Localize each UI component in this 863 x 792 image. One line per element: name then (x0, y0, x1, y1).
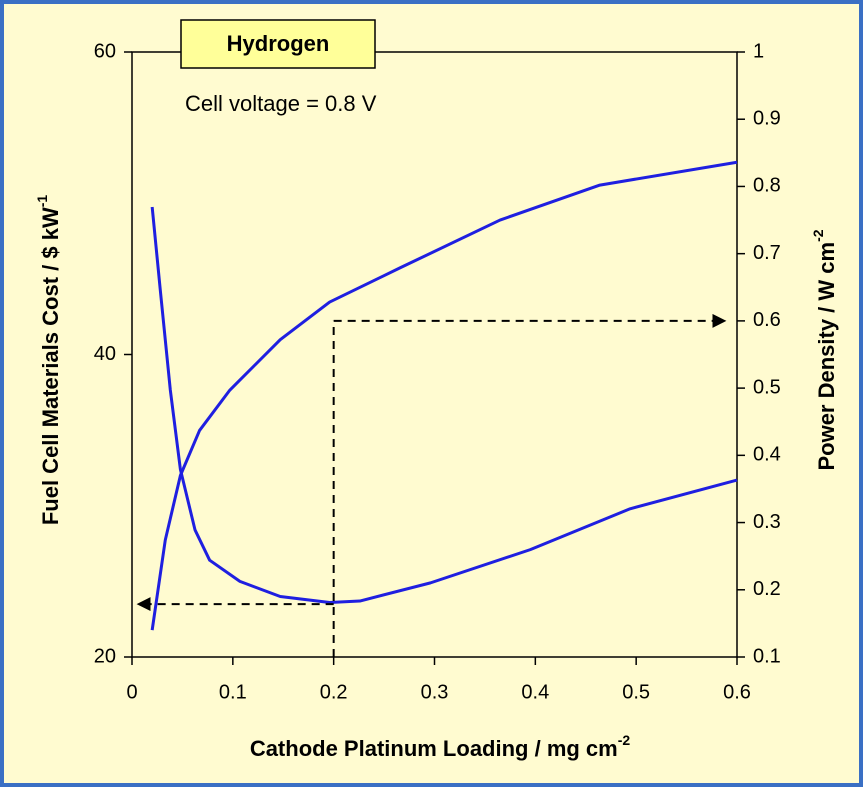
series-line (150, 160, 738, 631)
x-tick-label: 0.3 (421, 681, 449, 703)
x-tick-label: 0.6 (723, 681, 751, 703)
x-axis-label: Cathode Platinum Loading / mg cm-2 (250, 732, 631, 761)
x-tick-label: 0.4 (521, 681, 549, 703)
y2-tick-label: 0.4 (753, 444, 781, 466)
y-tick-label: 40 (94, 343, 116, 365)
x-tick-label: 0 (126, 681, 137, 703)
x-axis-label-sup: -2 (618, 732, 631, 748)
y2-tick-label: 0.5 (753, 376, 781, 398)
x-axis-label-text: Cathode Platinum Loading / mg cm (250, 736, 618, 761)
y2-tick-label: 0.8 (753, 175, 781, 197)
chart-title: Hydrogen (227, 31, 330, 56)
y2-axis-label-text: Power Density / W cm (814, 242, 839, 471)
y2-axis-label-sup: -2 (810, 229, 826, 242)
y2-tick-label: 0.9 (753, 108, 781, 130)
y2-tick-label: 1 (753, 40, 764, 62)
y2-tick-label: 0.3 (753, 511, 781, 533)
y2-tick-label: 0.7 (753, 242, 781, 264)
plot-area: 0 0.1 0.2 0.3 0.4 0.5 0.6 20 40 60 0.1 0.2 0.3 0.4 0.5… (94, 40, 781, 703)
y2-tick-label: 0.2 (753, 578, 781, 600)
series-line (150, 206, 738, 605)
y-tick-label: 20 (94, 645, 116, 667)
y2-tick-label: 0.1 (753, 645, 781, 667)
y-axis-label-sup: -1 (34, 195, 50, 208)
title-box (180, 19, 376, 69)
y-axis-label-text: Fuel Cell Materials Cost / $ kW (38, 207, 63, 525)
x-tick-label: 0.5 (622, 681, 650, 703)
y-tick-label: 60 (94, 40, 116, 62)
y-axis-label: Fuel Cell Materials Cost / $ kW-1 (34, 195, 63, 526)
y2-tick-label: 0.6 (753, 309, 781, 331)
x-tick-label: 0.1 (219, 681, 247, 703)
y2-axis-label: Power Density / W cm-2 (810, 229, 839, 470)
x-tick-label: 0.2 (320, 681, 348, 703)
annotation: Cell voltage = 0.8 V (185, 91, 377, 116)
